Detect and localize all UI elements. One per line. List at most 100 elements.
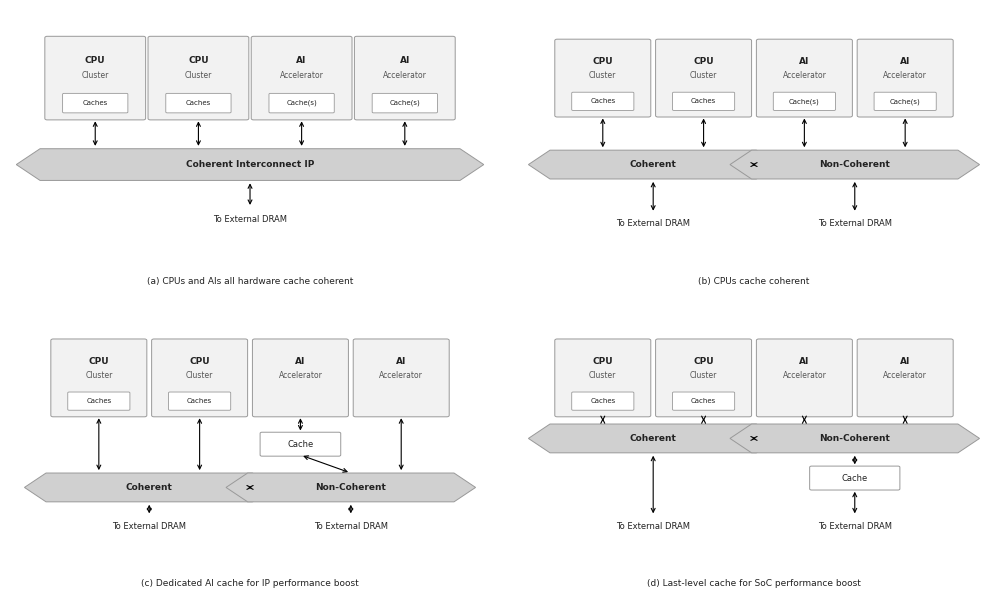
Text: Accelerator: Accelerator [883,371,926,380]
FancyBboxPatch shape [260,432,340,456]
Text: Cluster: Cluster [589,71,616,80]
FancyBboxPatch shape [67,392,129,410]
Text: Accelerator: Accelerator [781,71,825,80]
Text: Cluster: Cluster [81,71,108,80]
FancyBboxPatch shape [655,39,751,117]
FancyBboxPatch shape [755,39,852,117]
Text: To External DRAM: To External DRAM [314,522,387,531]
Text: AI: AI [295,357,305,366]
Text: Accelerator: Accelerator [379,371,422,380]
FancyBboxPatch shape [571,92,633,110]
FancyBboxPatch shape [45,36,145,120]
Polygon shape [528,150,777,179]
FancyBboxPatch shape [672,92,734,110]
Text: (c) Dedicated AI cache for IP performance boost: (c) Dedicated AI cache for IP performanc… [141,579,358,589]
FancyBboxPatch shape [269,93,334,113]
Text: Accelerator: Accelerator [382,71,426,80]
Text: CPU: CPU [190,357,210,366]
FancyBboxPatch shape [251,36,352,120]
Polygon shape [24,473,274,502]
Text: To External DRAM: To External DRAM [213,215,287,224]
Text: Cache(s): Cache(s) [286,100,317,106]
FancyBboxPatch shape [857,39,952,117]
FancyBboxPatch shape [555,39,650,117]
FancyBboxPatch shape [755,339,852,417]
Text: Accelerator: Accelerator [883,71,926,80]
FancyBboxPatch shape [62,93,127,113]
Text: Cluster: Cluster [689,371,716,380]
Text: To External DRAM: To External DRAM [817,219,891,229]
Text: To External DRAM: To External DRAM [616,219,689,229]
Text: Caches: Caches [186,100,211,106]
Text: Accelerator: Accelerator [280,71,323,80]
Text: AI: AI [296,56,307,65]
Text: AI: AI [899,57,910,66]
Text: Caches: Caches [82,100,107,106]
Text: CPU: CPU [592,357,613,366]
FancyBboxPatch shape [874,92,936,110]
Text: Cluster: Cluster [85,371,112,380]
Polygon shape [226,473,475,502]
Text: AI: AI [798,357,808,366]
Text: Cluster: Cluster [186,371,213,380]
FancyBboxPatch shape [169,392,231,410]
Text: AI: AI [798,57,808,66]
FancyBboxPatch shape [571,392,633,410]
FancyBboxPatch shape [252,339,348,417]
Text: CPU: CPU [88,357,109,366]
Text: AI: AI [399,56,409,65]
Polygon shape [528,424,777,453]
FancyBboxPatch shape [672,392,734,410]
FancyBboxPatch shape [555,339,650,417]
Text: CPU: CPU [693,357,713,366]
FancyBboxPatch shape [151,339,248,417]
Text: Caches: Caches [187,398,212,404]
FancyBboxPatch shape [51,339,146,417]
Text: CPU: CPU [188,56,209,65]
Text: Accelerator: Accelerator [278,371,322,380]
Text: Coherent: Coherent [629,434,676,443]
Text: Coherent: Coherent [125,483,173,492]
Text: Caches: Caches [690,398,715,404]
Polygon shape [16,149,483,180]
Text: Cache: Cache [287,440,313,449]
Text: Caches: Caches [86,398,111,404]
Text: CPU: CPU [693,57,713,66]
Polygon shape [729,424,979,453]
Text: Accelerator: Accelerator [781,371,825,380]
Text: AI: AI [899,357,910,366]
Text: Cluster: Cluster [185,71,212,80]
Text: Coherent: Coherent [629,160,676,169]
FancyBboxPatch shape [372,93,437,113]
Text: Cache: Cache [841,473,867,482]
Text: To External DRAM: To External DRAM [616,522,689,531]
FancyBboxPatch shape [353,339,448,417]
Text: (a) CPUs and AIs all hardware cache coherent: (a) CPUs and AIs all hardware cache cohe… [146,277,353,286]
FancyBboxPatch shape [165,93,231,113]
FancyBboxPatch shape [808,466,899,490]
Text: To External DRAM: To External DRAM [817,522,891,531]
FancyBboxPatch shape [772,92,834,110]
Text: Cluster: Cluster [689,71,716,80]
Text: Caches: Caches [590,98,615,104]
Text: Cache(s): Cache(s) [389,100,420,106]
Polygon shape [729,150,979,179]
Text: Non-Coherent: Non-Coherent [818,160,890,169]
FancyBboxPatch shape [857,339,952,417]
Text: AI: AI [395,357,406,366]
FancyBboxPatch shape [354,36,454,120]
FancyBboxPatch shape [147,36,249,120]
Text: Cache(s): Cache(s) [889,98,920,104]
Text: (b) CPUs cache coherent: (b) CPUs cache coherent [698,277,808,286]
Text: To External DRAM: To External DRAM [112,522,186,531]
Text: Non-Coherent: Non-Coherent [315,483,386,492]
Text: Cluster: Cluster [589,371,616,380]
Text: Non-Coherent: Non-Coherent [818,434,890,443]
Text: CPU: CPU [85,56,105,65]
Text: Caches: Caches [690,98,715,104]
Text: Cache(s): Cache(s) [788,98,818,104]
Text: (d) Last-level cache for SoC performance boost: (d) Last-level cache for SoC performance… [646,579,860,589]
Text: Caches: Caches [590,398,615,404]
FancyBboxPatch shape [655,339,751,417]
Text: Coherent Interconnect IP: Coherent Interconnect IP [186,160,314,169]
